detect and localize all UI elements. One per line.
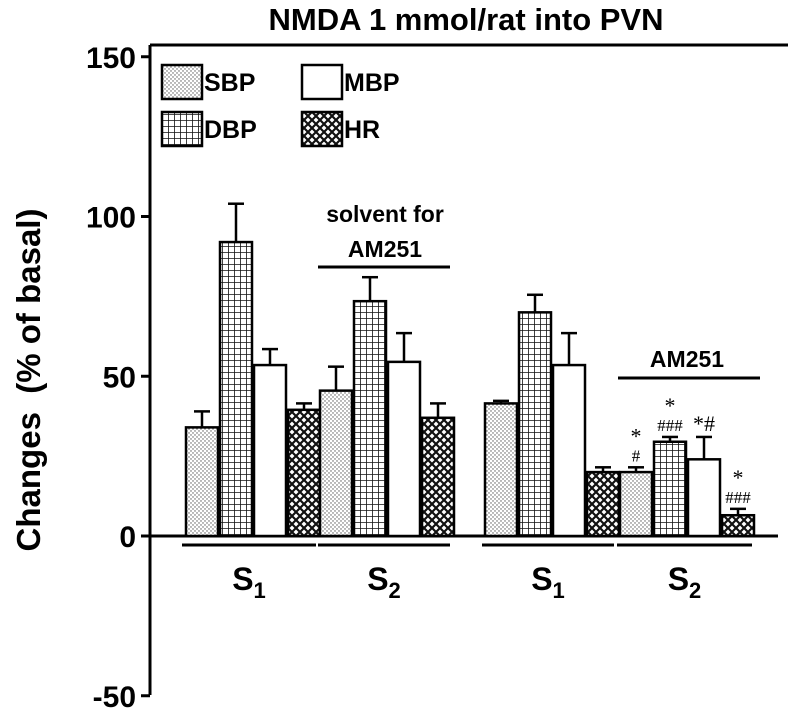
legend-swatch-mbp — [300, 63, 344, 101]
bar-hr — [585, 470, 621, 538]
group-label: S2 — [668, 561, 702, 603]
legend-swatch-sbp — [160, 63, 204, 101]
y-tick-label: -50 — [93, 681, 136, 710]
bar-mbp — [252, 363, 288, 538]
significance-marker: # — [632, 446, 641, 465]
group-note-line: AM251 — [348, 236, 422, 262]
bar-hr — [286, 408, 322, 538]
y-tick-label: 50 — [103, 361, 136, 394]
legend-swatch-hr — [300, 110, 344, 148]
legend-label: SBP — [204, 69, 255, 97]
bar-sbp — [618, 470, 654, 538]
legend-label: MBP — [344, 69, 400, 97]
legend-label: HR — [344, 116, 380, 144]
significance-marker: * — [665, 393, 676, 418]
significance-marker: * — [733, 465, 744, 490]
bar-mbp — [551, 363, 587, 538]
bar-dbp — [517, 311, 553, 538]
bars: #* ###**####* — [184, 202, 756, 538]
bar-dbp — [218, 240, 254, 538]
y-axis-label: Changes (% of basal) — [10, 209, 47, 552]
bar-hr — [720, 513, 756, 538]
legend: SBP MBP DBP HR — [160, 63, 400, 148]
significance-marker: ### — [725, 488, 751, 507]
bar-mbp — [386, 360, 422, 538]
bar-mbp — [686, 458, 722, 538]
y-tick-label: 0 — [119, 521, 136, 554]
y-tick-label: 100 — [86, 202, 136, 235]
y-tick-label: 150 — [86, 42, 136, 75]
bar-hr — [420, 416, 456, 538]
group-notes: solvent for AM251 AM251 — [318, 201, 760, 380]
x-labels: S1 S2 S1 S2 — [182, 543, 752, 603]
chart-title: NMDA 1 mmol/rat into PVN — [269, 2, 664, 37]
significance-marker: * — [631, 423, 642, 448]
legend-swatch-dbp — [160, 110, 204, 148]
bar-sbp — [318, 389, 354, 538]
group-label: S2 — [367, 561, 401, 603]
group-note-line: AM251 — [650, 346, 724, 372]
bar-dbp — [652, 440, 688, 538]
legend-label: DBP — [204, 116, 257, 144]
group-label: S1 — [232, 561, 266, 603]
significance-marker: ### — [657, 416, 683, 435]
significance-marker: *# — [693, 411, 715, 436]
y-ticks: 150 100 50 0 -50 — [86, 42, 150, 710]
bar-dbp — [352, 299, 388, 538]
bar-sbp — [184, 426, 220, 538]
group-note-line: solvent for — [326, 201, 444, 227]
bar-sbp — [483, 402, 519, 538]
group-label: S1 — [531, 561, 565, 603]
